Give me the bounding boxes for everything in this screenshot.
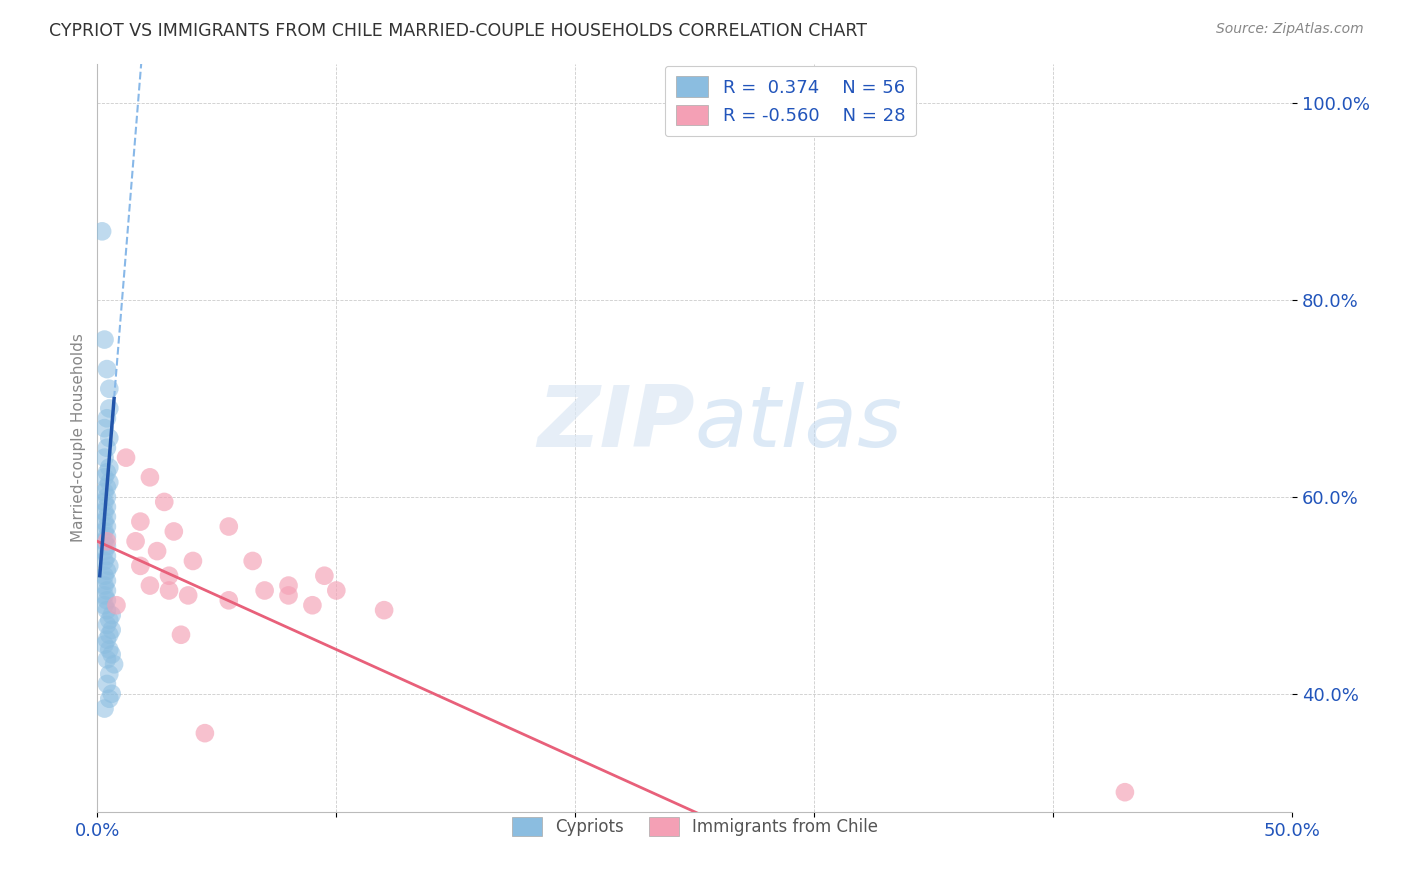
Point (91, 224, 114, 238)
Point (253, 583, 276, 598)
Point (153, 495, 176, 509)
Point (242, 554, 264, 568)
Point (96, 549, 118, 563)
Point (98, 628, 121, 642)
Point (93, 421, 115, 435)
Point (139, 578, 162, 592)
Point (177, 588, 200, 602)
Point (139, 470, 162, 484)
Point (157, 583, 180, 598)
Y-axis label: Married-couple Households: Married-couple Households (72, 334, 86, 542)
Point (98, 382, 121, 396)
Point (98, 475, 121, 490)
Point (93, 495, 115, 509)
Point (96, 500, 118, 514)
Point (98, 667, 121, 681)
Point (218, 593, 240, 607)
Point (96, 583, 118, 598)
Point (129, 515, 152, 529)
Point (96, 441, 118, 455)
Point (96, 509, 118, 524)
Point (373, 603, 395, 617)
Point (163, 524, 186, 539)
Point (93, 554, 115, 568)
Point (100, 648, 122, 662)
Point (98, 460, 121, 475)
Point (96, 652, 118, 666)
Point (96, 529, 118, 543)
Point (93, 578, 115, 592)
Point (325, 583, 347, 598)
Point (105, 599, 128, 613)
Point (96, 632, 118, 647)
Point (96, 603, 118, 617)
Point (93, 568, 115, 582)
Point (93, 544, 115, 558)
Point (129, 558, 152, 573)
Point (96, 519, 118, 533)
Point (96, 539, 118, 553)
Point (98, 642, 121, 657)
Point (100, 608, 122, 623)
Point (301, 599, 323, 613)
Point (93, 599, 115, 613)
Point (100, 687, 122, 701)
Point (93, 638, 115, 652)
Legend: Cypriots, Immigrants from Chile: Cypriots, Immigrants from Chile (503, 809, 886, 845)
Point (96, 480, 118, 494)
Point (100, 623, 122, 637)
Point (96, 490, 118, 504)
Point (98, 401, 121, 416)
Point (96, 593, 118, 607)
Point (157, 568, 180, 582)
Point (96, 574, 118, 588)
Point (103, 657, 125, 672)
Point (124, 534, 146, 549)
Point (115, 450, 138, 465)
Point (194, 726, 217, 740)
Text: atlas: atlas (695, 382, 903, 465)
Point (146, 544, 169, 558)
Point (96, 564, 118, 578)
Point (181, 554, 204, 568)
Point (218, 519, 240, 533)
Point (98, 558, 121, 573)
Point (96, 677, 118, 691)
Point (93, 485, 115, 500)
Point (93, 534, 115, 549)
Point (96, 362, 118, 376)
Point (98, 691, 121, 706)
Point (98, 431, 121, 445)
Point (1114, 785, 1136, 799)
Point (93, 505, 115, 519)
Point (93, 333, 115, 347)
Point (96, 534, 118, 549)
Point (93, 701, 115, 715)
Point (170, 628, 193, 642)
Point (93, 470, 115, 484)
Point (314, 568, 336, 582)
Point (93, 515, 115, 529)
Point (93, 450, 115, 465)
Text: CYPRIOT VS IMMIGRANTS FROM CHILE MARRIED-COUPLE HOUSEHOLDS CORRELATION CHART: CYPRIOT VS IMMIGRANTS FROM CHILE MARRIED… (49, 22, 868, 40)
Point (96, 466, 118, 480)
Point (277, 578, 299, 592)
Point (96, 618, 118, 632)
Point (277, 588, 299, 602)
Text: ZIP: ZIP (537, 382, 695, 465)
Point (93, 588, 115, 602)
Point (96, 411, 118, 425)
Point (93, 524, 115, 539)
Text: Source: ZipAtlas.com: Source: ZipAtlas.com (1216, 22, 1364, 37)
Point (98, 613, 121, 627)
